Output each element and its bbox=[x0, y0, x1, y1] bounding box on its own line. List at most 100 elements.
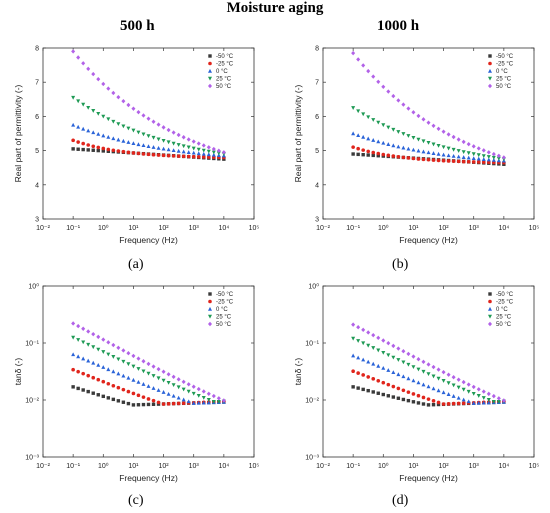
data-point bbox=[116, 149, 121, 153]
data-point bbox=[146, 397, 151, 401]
legend-marker bbox=[208, 83, 212, 89]
data-point bbox=[361, 63, 366, 68]
data-point bbox=[461, 379, 466, 385]
x-tick-label: 10⁻² bbox=[316, 225, 330, 232]
data-point bbox=[461, 159, 466, 164]
data-point bbox=[451, 374, 456, 380]
legend-marker bbox=[208, 299, 212, 304]
data-point bbox=[91, 130, 96, 135]
data-point bbox=[486, 150, 491, 155]
data-point bbox=[181, 379, 186, 385]
data-point bbox=[91, 148, 95, 152]
data-point bbox=[411, 110, 416, 115]
data-point bbox=[86, 389, 90, 394]
data-point bbox=[191, 401, 196, 405]
data-point bbox=[376, 363, 381, 368]
data-point bbox=[411, 147, 416, 152]
legend-marker bbox=[208, 321, 212, 327]
data-point bbox=[96, 131, 101, 136]
data-point bbox=[81, 356, 86, 361]
data-point bbox=[81, 371, 85, 376]
data-point bbox=[371, 150, 376, 155]
data-point bbox=[411, 392, 416, 396]
data-point bbox=[421, 382, 426, 387]
data-point bbox=[171, 154, 176, 158]
data-point bbox=[421, 369, 426, 374]
legend-marker bbox=[208, 61, 212, 66]
data-point bbox=[396, 386, 401, 391]
data-point bbox=[406, 134, 411, 138]
chart-panel-d: 10⁻² 10⁻¹ 10⁰ 10¹ 10² 10³ 10⁴ 10⁵10⁻³10⁻²10⁻¹10… bbox=[293, 283, 539, 484]
data-point bbox=[426, 372, 431, 377]
data-point bbox=[481, 396, 486, 400]
data-point bbox=[391, 395, 396, 399]
data-point bbox=[396, 346, 401, 351]
data-point bbox=[486, 157, 491, 162]
y-tick-label: 6 bbox=[315, 114, 319, 121]
data-point bbox=[76, 369, 80, 374]
data-point bbox=[461, 397, 466, 402]
data-point bbox=[96, 393, 100, 397]
data-point bbox=[191, 146, 196, 151]
legend-marker bbox=[488, 314, 492, 319]
data-point bbox=[351, 385, 355, 389]
data-point bbox=[206, 391, 211, 396]
data-point bbox=[166, 402, 171, 406]
data-point bbox=[426, 403, 431, 407]
data-point bbox=[431, 399, 436, 403]
data-point bbox=[141, 369, 146, 374]
x-tick-label: 10² bbox=[159, 225, 170, 232]
data-point bbox=[196, 155, 201, 159]
plot-frame bbox=[42, 285, 255, 458]
data-point bbox=[191, 139, 196, 144]
data-point bbox=[186, 399, 191, 404]
data-point bbox=[86, 148, 90, 152]
y-tick-label: 7 bbox=[35, 80, 39, 87]
data-point bbox=[416, 148, 421, 153]
data-point bbox=[156, 400, 161, 405]
data-point bbox=[446, 146, 451, 151]
data-point bbox=[441, 158, 446, 163]
data-point bbox=[121, 98, 126, 104]
data-point bbox=[151, 119, 156, 124]
chart-panel-a: 10⁻² 10⁻¹ 10⁰ 10¹ 10² 10³ 10⁴ 10⁵ 3 4 5 6 7 8 Frequenc… bbox=[13, 46, 259, 246]
data-point bbox=[151, 374, 156, 378]
data-point bbox=[71, 95, 76, 100]
series-25CC bbox=[351, 336, 506, 404]
series-0CC bbox=[71, 122, 226, 158]
data-point bbox=[181, 397, 186, 402]
data-point bbox=[421, 149, 426, 154]
data-point bbox=[386, 125, 391, 130]
data-point bbox=[151, 364, 156, 369]
data-point bbox=[426, 397, 431, 401]
data-point bbox=[181, 401, 186, 405]
data-point bbox=[146, 116, 151, 121]
data-point bbox=[376, 335, 381, 341]
data-point bbox=[116, 137, 121, 142]
data-point bbox=[441, 402, 446, 406]
data-point bbox=[86, 128, 91, 133]
data-point bbox=[446, 381, 451, 386]
data-point bbox=[381, 366, 386, 370]
legend-label: 0 °C bbox=[216, 307, 228, 313]
x-tick-label: 10⁻¹ bbox=[66, 463, 80, 470]
data-point bbox=[476, 160, 481, 164]
data-point bbox=[126, 389, 131, 394]
data-point bbox=[146, 134, 151, 139]
data-point bbox=[381, 84, 386, 89]
data-point bbox=[156, 388, 161, 392]
data-point bbox=[366, 136, 371, 141]
data-point bbox=[396, 372, 401, 377]
data-point bbox=[116, 371, 121, 376]
data-point bbox=[416, 137, 421, 142]
data-point bbox=[371, 153, 375, 158]
x-tick-label: 10⁻¹ bbox=[346, 225, 360, 232]
data-point bbox=[76, 386, 80, 391]
x-tick-label: 10² bbox=[439, 463, 450, 470]
data-point bbox=[431, 364, 436, 370]
y-tick-label: 5 bbox=[35, 148, 39, 155]
data-point bbox=[146, 384, 151, 388]
data-point bbox=[361, 327, 366, 333]
data-point bbox=[376, 120, 381, 125]
data-point bbox=[111, 148, 116, 153]
